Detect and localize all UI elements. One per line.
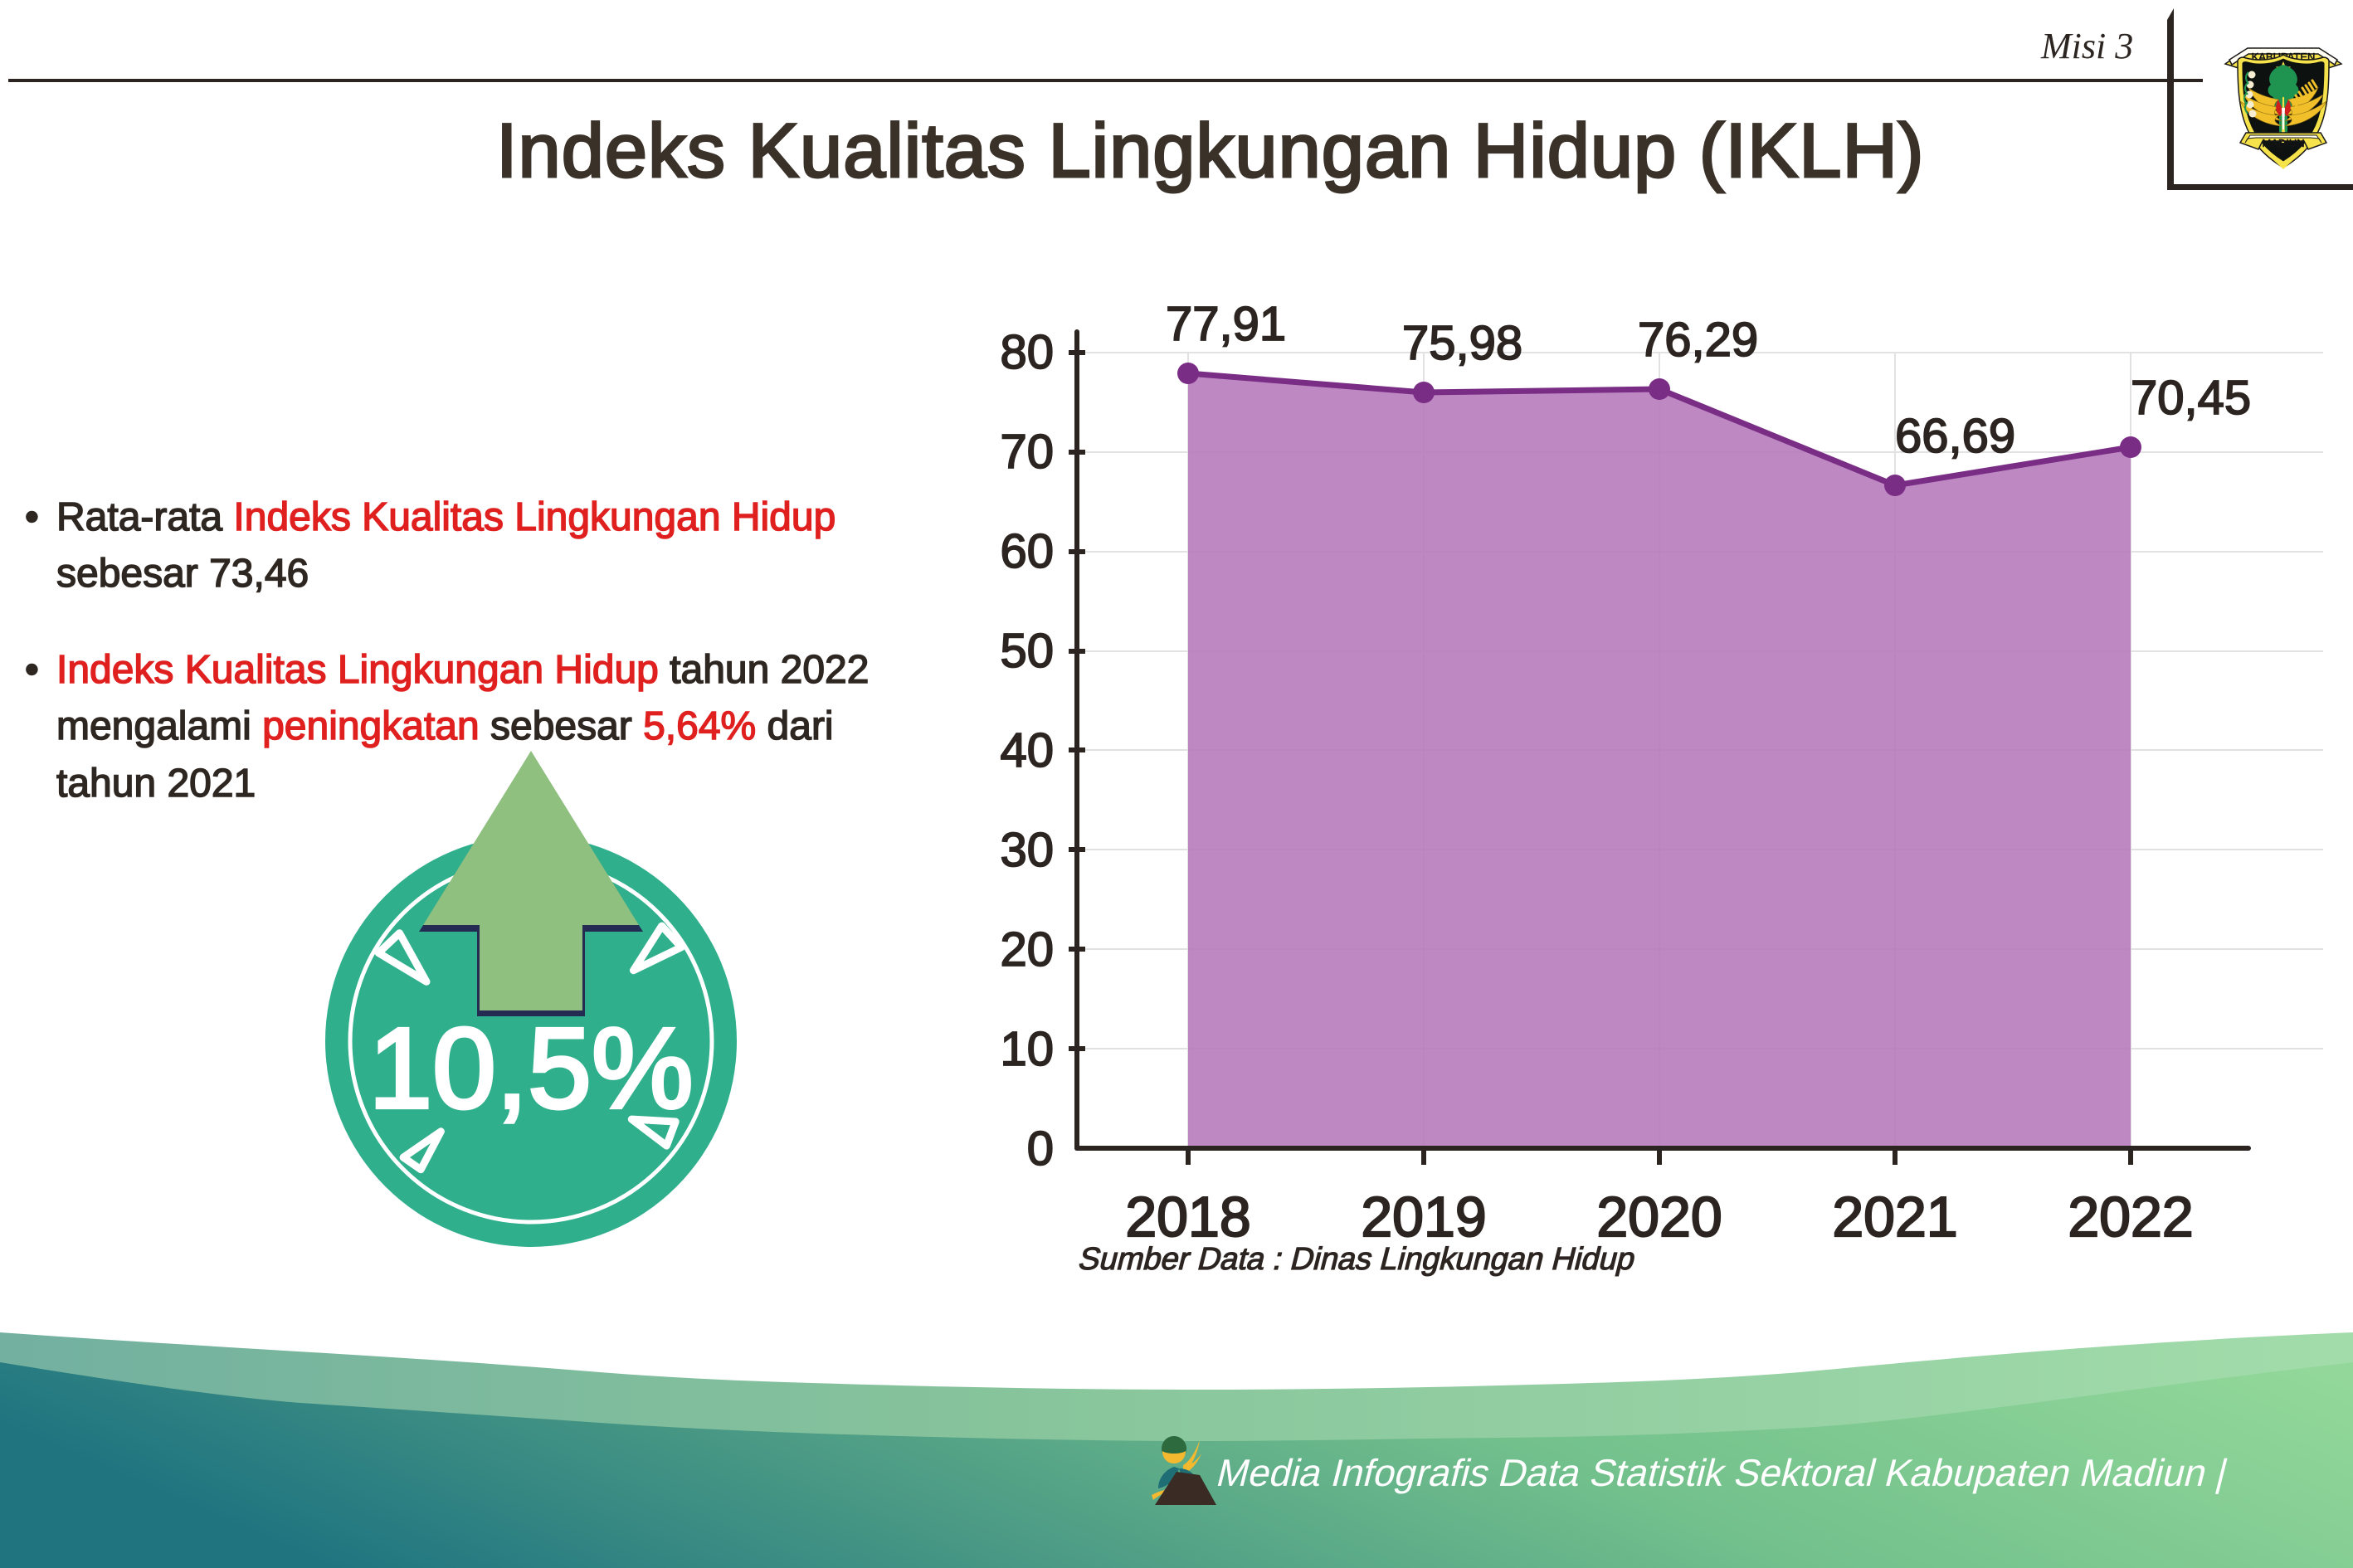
svg-text:MADIUN: MADIUN — [2262, 137, 2304, 149]
svg-text:2019: 2019 — [1361, 1186, 1486, 1249]
svg-text:2018: 2018 — [1125, 1186, 1250, 1249]
svg-text:50: 50 — [1000, 624, 1054, 678]
svg-text:66,69: 66,69 — [1895, 409, 2015, 463]
svg-text:40: 40 — [1000, 723, 1054, 777]
svg-text:30: 30 — [1000, 823, 1054, 877]
svg-text:80: 80 — [1000, 325, 1054, 379]
svg-text:2021: 2021 — [1832, 1186, 1957, 1249]
svg-text:2020: 2020 — [1596, 1186, 1722, 1249]
svg-text:75,98: 75,98 — [1402, 316, 1522, 370]
svg-text:20: 20 — [1000, 923, 1054, 976]
svg-text:2022: 2022 — [2068, 1186, 2193, 1249]
svg-text:70,45: 70,45 — [2131, 371, 2251, 425]
svg-text:60: 60 — [1000, 524, 1054, 578]
svg-text:77,91: 77,91 — [1166, 297, 1286, 351]
svg-text:0: 0 — [1027, 1122, 1054, 1176]
svg-text:10: 10 — [1000, 1022, 1054, 1076]
svg-text:10,5%: 10,5% — [368, 1005, 693, 1132]
svg-text:70: 70 — [1000, 425, 1054, 479]
svg-text:76,29: 76,29 — [1638, 313, 1758, 367]
